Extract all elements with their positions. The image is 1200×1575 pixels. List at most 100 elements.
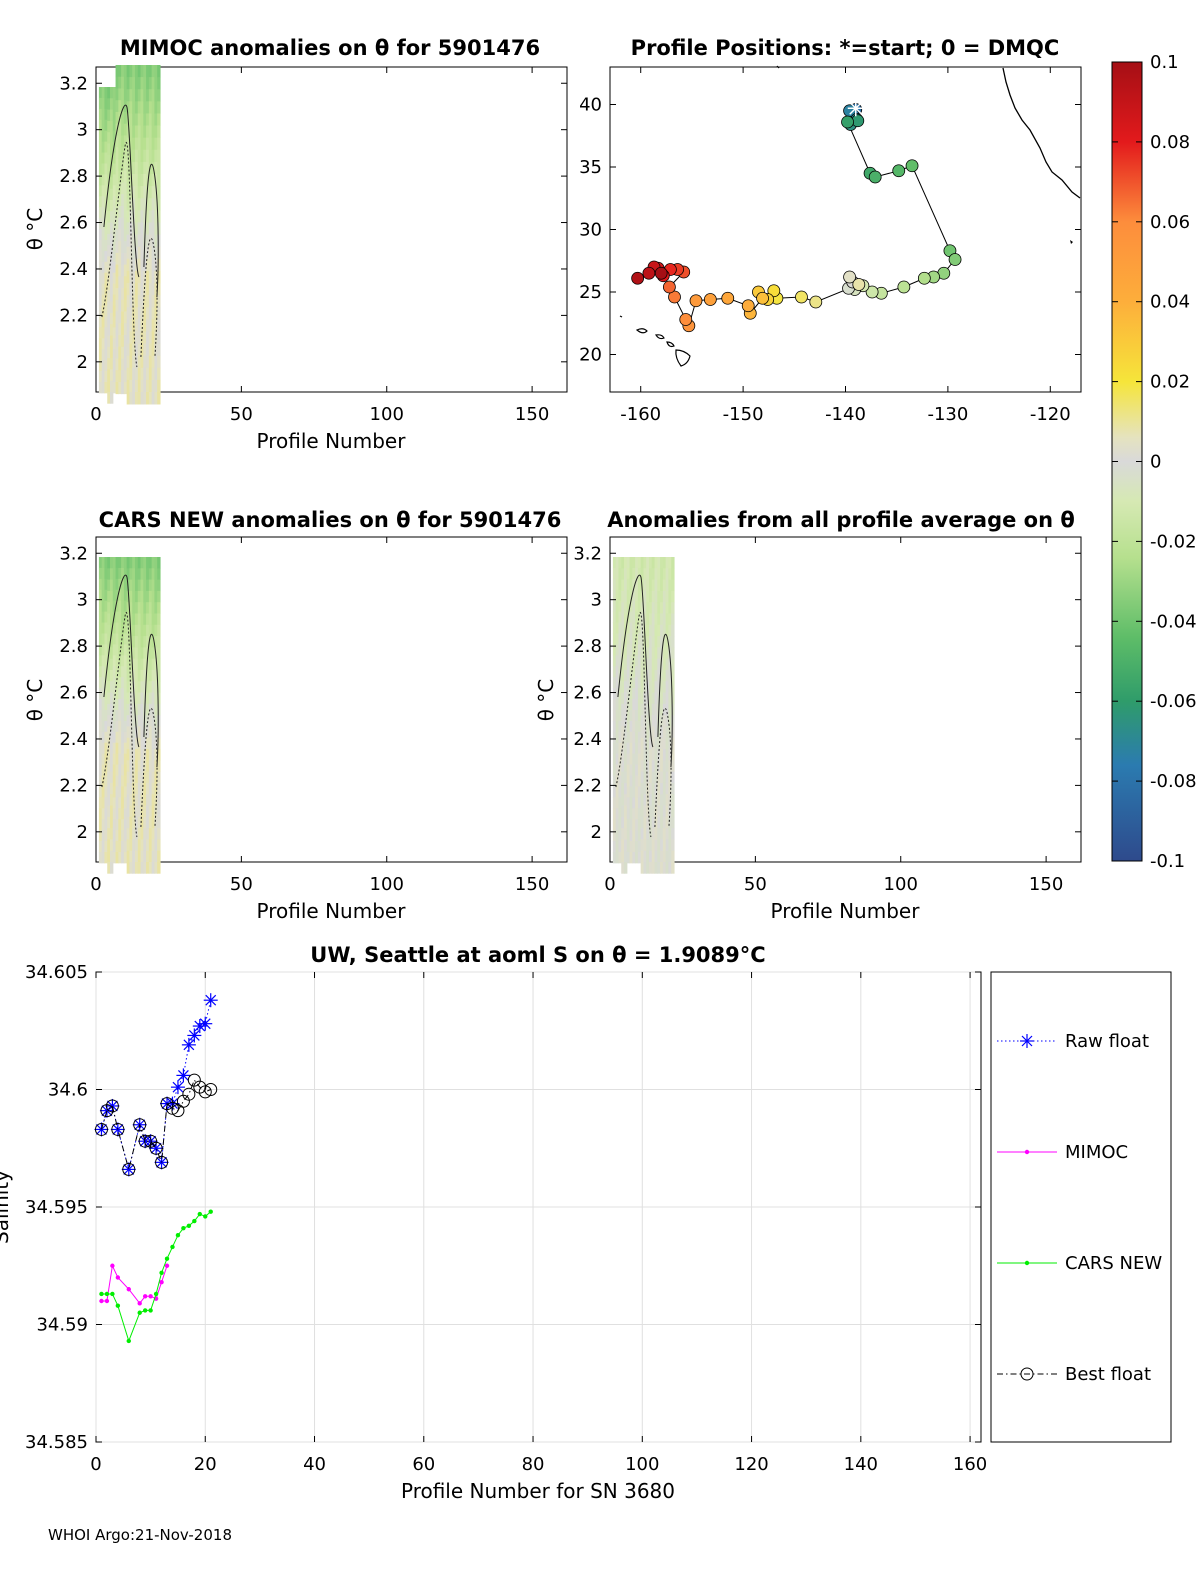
- heatmap-cell: [629, 655, 633, 667]
- heatmap-cell: [648, 828, 653, 840]
- heatmap-cell: [121, 578, 125, 591]
- heatmap-cell: [651, 557, 656, 569]
- heatmap-cell: [157, 669, 161, 682]
- heatmap-cell: [110, 557, 114, 569]
- heatmap-cell: [129, 125, 133, 139]
- heatmap-cell: [121, 299, 125, 312]
- heatmap-cell: [126, 89, 131, 102]
- heatmap-cell: [624, 613, 628, 626]
- heatmap-cell: [98, 611, 103, 623]
- x-tick-label: 150: [515, 404, 549, 425]
- heatmap-cell: [615, 808, 620, 820]
- heatmap-cell: [137, 234, 142, 248]
- x-axis-label: Profile Number: [257, 899, 407, 923]
- heatmap-cell: [140, 186, 144, 199]
- heatmap-cell: [110, 120, 114, 133]
- heatmap-cell: [154, 613, 158, 626]
- heatmap-cell: [612, 699, 617, 711]
- heatmap-cell: [148, 113, 153, 126]
- heatmap-cell: [624, 579, 628, 592]
- heatmap-cell: [648, 602, 653, 614]
- heatmap-cell: [148, 246, 153, 260]
- heatmap-cell: [140, 669, 144, 682]
- heatmap-cell: [123, 382, 128, 395]
- heatmap-cell: [140, 613, 144, 626]
- heatmap-cell: [134, 392, 139, 405]
- heatmap-cell: [101, 261, 106, 274]
- heatmap-cell: [104, 633, 108, 645]
- heatmap-cell: [126, 839, 131, 852]
- heatmap-cell: [651, 805, 656, 818]
- heatmap-cell: [110, 346, 114, 359]
- heatmap-cell: [140, 749, 144, 761]
- heatmap-cell: [129, 862, 133, 874]
- heatmap-cell: [632, 578, 636, 591]
- heatmap-cell: [635, 775, 639, 787]
- heatmap-cell: [643, 669, 647, 682]
- heatmap-cell: [115, 276, 119, 289]
- heatmap-cell: [104, 360, 108, 372]
- heatmap-cell: [107, 862, 111, 874]
- heatmap-cell: [146, 726, 150, 739]
- heatmap-cell: [146, 602, 150, 614]
- heatmap-cell: [612, 567, 617, 580]
- profile-position-point: [767, 284, 781, 298]
- heatmap-cell: [643, 862, 647, 874]
- heatmap-cell: [112, 797, 117, 809]
- heatmap-cell: [143, 258, 147, 272]
- heatmap-cell: [157, 210, 161, 223]
- heatmap-cell: [137, 186, 142, 199]
- profile-position-point: [642, 266, 656, 280]
- heatmap-cell: [140, 283, 144, 296]
- heatmap-cell: [629, 589, 633, 602]
- heatmap-cell: [154, 737, 158, 750]
- heatmap-cell: [654, 658, 658, 671]
- heatmap-cell: [98, 108, 103, 121]
- marker-stroke: [183, 1039, 195, 1051]
- legend-box: [990, 971, 1172, 1443]
- heatmap-cell: [154, 113, 158, 126]
- heatmap-cell: [101, 808, 106, 820]
- heatmap-cell: [129, 613, 133, 626]
- heatmap-cell: [632, 764, 636, 776]
- heatmap-cell: [660, 613, 664, 626]
- heatmap-cell: [148, 367, 153, 381]
- heatmap-cell: [140, 331, 144, 344]
- legend-label: MIMOC: [1065, 1142, 1128, 1163]
- heatmap-cell: [146, 77, 150, 90]
- heatmap-cell: [657, 726, 661, 739]
- heatmap-cell: [643, 782, 647, 795]
- heatmap-cell: [126, 343, 131, 357]
- heatmap-cell: [660, 602, 664, 614]
- heatmap-cell: [137, 355, 142, 369]
- heatmap-cell: [148, 658, 153, 671]
- heatmap-cell: [148, 234, 153, 248]
- heatmap-cell: [110, 290, 114, 303]
- heatmap-cell: [654, 669, 658, 682]
- heatmap-cell: [98, 316, 103, 328]
- heatmap-cell: [121, 170, 125, 183]
- heatmap-cell: [629, 830, 633, 842]
- heatmap-cell: [121, 830, 125, 842]
- heatmap-cell: [151, 331, 156, 344]
- heatmap-cell: [651, 590, 656, 603]
- heatmap-cell: [134, 568, 139, 580]
- heatmap-cell: [154, 137, 158, 151]
- heatmap-cell: [157, 579, 161, 592]
- heatmap-cell: [648, 737, 653, 750]
- heatmap-cell: [112, 305, 117, 317]
- heatmap-cell: [612, 830, 617, 842]
- heatmap-cell: [157, 161, 161, 175]
- heatmap-cell: [134, 782, 139, 795]
- heatmap-cell: [151, 89, 156, 102]
- heatmap-cell: [662, 602, 667, 614]
- heatmap-cell: [126, 246, 131, 260]
- heatmap-cell: [107, 392, 111, 404]
- heatmap-cell: [612, 775, 617, 787]
- heatmap-cell: [157, 647, 161, 660]
- heatmap-cell: [629, 797, 633, 809]
- heatmap-cell: [121, 241, 125, 254]
- heatmap-cell: [129, 77, 133, 90]
- x-tick-label: 60: [412, 1454, 435, 1475]
- heatmap-cell: [146, 355, 150, 369]
